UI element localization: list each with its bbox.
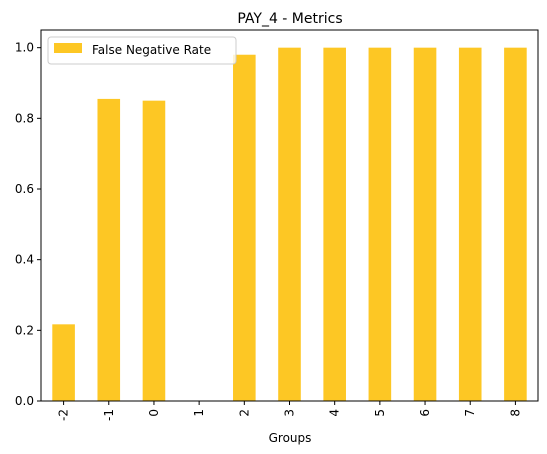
x-axis-label: Groups — [269, 431, 312, 445]
x-tick-label: 8 — [508, 409, 522, 417]
y-tick-label: 0.6 — [15, 182, 34, 196]
y-tick-label: 0.0 — [15, 394, 34, 408]
x-axis: -2 -1 0 1 2 3 4 5 6 7 8 — [57, 401, 522, 421]
x-tick-label: 2 — [237, 409, 251, 417]
bar-5 — [368, 47, 392, 402]
y-tick-label: 0.8 — [15, 111, 34, 125]
bar--1 — [97, 98, 121, 402]
y-tick-label: 0.2 — [15, 323, 34, 337]
bar--2 — [52, 324, 75, 401]
x-tick-label: 5 — [373, 409, 387, 417]
x-tick-label: 0 — [147, 409, 161, 417]
legend-label: False Negative Rate — [92, 43, 211, 57]
legend: False Negative Rate — [47, 36, 237, 65]
bar-2 — [233, 54, 256, 401]
bar-6 — [413, 47, 437, 402]
legend-swatch — [54, 43, 82, 53]
x-tick-label: -1 — [102, 409, 116, 421]
y-tick-label: 1.0 — [15, 41, 34, 55]
bar-7 — [458, 47, 482, 402]
x-tick-label: 1 — [192, 409, 206, 417]
bar-4 — [323, 47, 346, 402]
y-axis: 0.0 0.2 0.4 0.6 0.8 1.0 — [15, 41, 41, 408]
x-tick-label: 7 — [463, 409, 477, 417]
x-tick-label: 4 — [328, 409, 342, 417]
bar-3 — [278, 47, 301, 402]
bars-group — [52, 47, 527, 402]
x-tick-label: 3 — [283, 409, 297, 417]
bar-0 — [142, 100, 166, 402]
bar-8 — [504, 47, 527, 402]
chart-title: PAY_4 - Metrics — [237, 11, 342, 27]
legend-box — [47, 36, 237, 65]
y-tick-label: 0.4 — [15, 253, 34, 267]
x-tick-label: 6 — [418, 409, 432, 417]
x-tick-label: -2 — [57, 409, 71, 421]
